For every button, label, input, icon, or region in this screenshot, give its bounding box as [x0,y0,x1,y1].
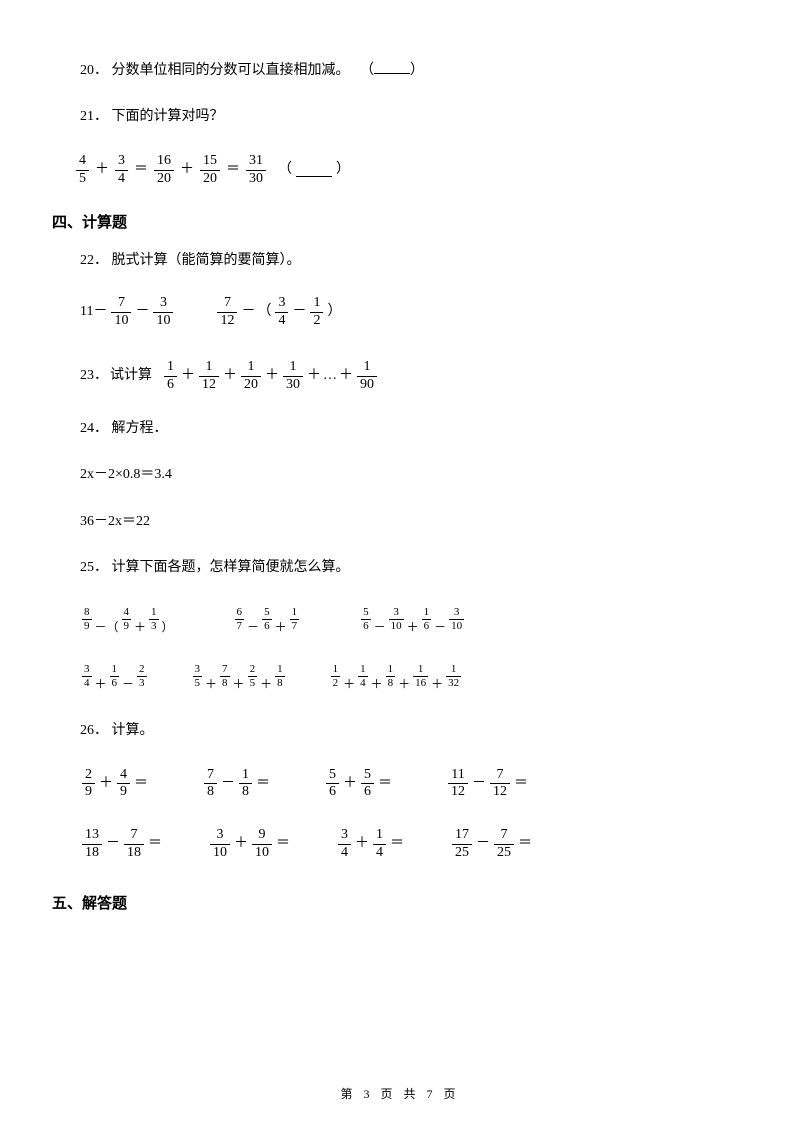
op: ＋ [181,365,195,387]
op: － [292,301,306,323]
expr-22-2: 712 － （ 34 － 12 ） [215,295,341,330]
dots: … [323,365,337,387]
q-text: 计算。 [112,723,154,738]
lead-text: 11－ [80,301,107,323]
expr-25-1-3: 56 － 310 ＋ 16 － 310 [359,606,466,633]
q-text: 解方程． [112,421,168,436]
answer-blank[interactable] [296,163,332,177]
expr-25-2-1: 34 ＋ 16 － 23 [80,663,149,690]
q-num: 26． [80,723,108,738]
q-text: 试计算 [110,365,152,387]
question-22: 22． 脱式计算（能简算的要简算）。 11－ 710 － 310 712 － （… [80,250,720,329]
q-text: 计算下面各题，怎样算简便就怎么算。 [112,560,350,575]
expr-26-2-4: 1725 － 725 ＝ [450,827,532,862]
paren: ） [327,301,341,323]
q-num: 22． [80,253,108,268]
q-num: 24． [80,421,108,436]
question-24: 24． 解方程． [80,418,720,440]
q-num: 20． [80,63,108,78]
q24-eq-a: 2x－2×0.8＝3.4 [80,464,720,486]
expr-26-1-2: 78 － 18 ＝ [202,767,270,802]
op: ＋ [223,365,237,387]
expr-26-1-3: 56 ＋ 56 ＝ [324,767,392,802]
fraction: 34 [115,153,128,188]
q-num: 25． [80,560,108,575]
question-20: 20． 分数单位相同的分数可以直接相加减。 （） [80,60,720,82]
page-footer: 第 3 页 共 7 页 [0,1085,800,1102]
q-text: 脱式计算（能简算的要简算）。 [112,253,301,268]
op-eq: ＝ [226,159,240,181]
expr-25-1-2: 67 － 56 ＋ 17 [233,606,302,633]
expr-26-1-4: 1112 － 712 ＝ [446,767,528,802]
answer-blank[interactable] [374,60,410,74]
expr-26-2-3: 34 ＋ 14 ＝ [336,827,404,862]
fraction: 3130 [246,153,266,188]
expr-22-1: 11－ 710 － 310 [80,295,175,330]
question-25: 25． 计算下面各题，怎样算简便就怎么算。 89 －（ 49 ＋ 13 ） 67… [80,557,720,690]
section-4-header: 四、计算题 [52,211,720,232]
expr-25-2-2: 35 ＋ 78 ＋ 25 ＋ 18 [191,663,287,690]
paren: （ [257,301,271,323]
fraction: 1620 [154,153,174,188]
expr-26-2-1: 1318 － 718 ＝ [80,827,162,862]
question-23: 23． 试计算 16 ＋ 112 ＋ 120 ＋ 130 ＋ … ＋ 190 [80,359,720,394]
question-21: 21． 下面的计算对吗？ [80,106,720,128]
q-num: 23． [80,365,108,387]
q-text: 下面的计算对吗？ [112,109,224,124]
question-21-eq: 45 ＋ 34 ＝ 1620 ＋ 1520 ＝ 3130 （） [74,153,720,188]
fraction: 45 [76,153,89,188]
q-text: 分数单位相同的分数可以直接相加减。 [112,63,350,78]
expr-26-2-2: 310 ＋ 910 ＝ [208,827,290,862]
fraction: 1520 [200,153,220,188]
op: ＋ [265,365,279,387]
op: － [241,301,255,323]
question-26: 26． 计算。 29 ＋ 49 ＝ 78 － 18 ＝ 56 ＋ 56 ＝ [80,720,720,862]
page-content: 20． 分数单位相同的分数可以直接相加减。 （） 21． 下面的计算对吗？ 45… [0,0,800,913]
q24-eq-b: 36－2x＝22 [80,511,720,533]
expr-25-2-3: 12 ＋ 14 ＋ 18 ＋ 116 ＋ 132 [329,663,464,690]
op-plus: ＋ [180,159,194,181]
expr-26-1-1: 29 ＋ 49 ＝ [80,767,148,802]
op-plus: ＋ [95,159,109,181]
op-eq: ＝ [134,159,148,181]
q-num: 21． [80,109,108,124]
section-5-header: 五、解答题 [52,892,720,913]
op: ＋ [339,365,353,387]
op: ＋ [307,365,321,387]
op: － [135,301,149,323]
expr-25-1-1: 89 －（ 49 ＋ 13 ） [80,606,175,633]
